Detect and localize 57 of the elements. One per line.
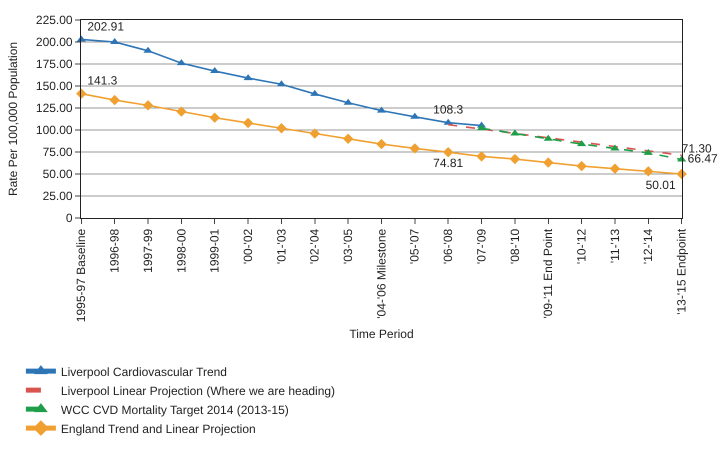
y-tick-label: 0 xyxy=(66,211,73,226)
x-tick-label: '04-'06 Milestone xyxy=(374,228,388,319)
y-tick-label: 50.00 xyxy=(42,167,73,182)
y-tick-label: 100.00 xyxy=(36,123,73,138)
x-tick-label: '10-'12 xyxy=(574,228,589,264)
x-tick-label: 1998-00 xyxy=(174,228,188,273)
x-tick-label: 1996-98 xyxy=(108,228,122,273)
point xyxy=(576,160,587,172)
point xyxy=(342,134,354,144)
data-label: 50.01 xyxy=(646,178,676,192)
y-tick-label: 150.00 xyxy=(36,79,73,94)
point xyxy=(109,94,120,106)
x-tick-label: 1995-97 Baseline xyxy=(74,228,88,322)
x-tick-label: '06-'08 xyxy=(441,228,456,264)
x-tick-label: '12-'14 xyxy=(641,228,656,264)
legend-label: Liverpool Linear Projection (Where we are heading) xyxy=(60,384,336,398)
data-label: 108.3 xyxy=(433,102,464,117)
data-label: 202.91 xyxy=(87,19,124,34)
x-tick-label: '07-'09 xyxy=(474,228,488,264)
y-tick-label: 175.00 xyxy=(36,57,73,72)
x-tick-label: 1997-99 xyxy=(140,228,155,273)
x-tick-label: '00-'02 xyxy=(240,228,255,264)
data-label: 74.81 xyxy=(433,156,464,170)
point xyxy=(543,157,554,168)
point xyxy=(610,164,620,174)
point xyxy=(176,106,187,117)
x-tick-label: '03-'05 xyxy=(341,228,356,264)
legend-label: WCC CVD Mortality Target 2014 (2013-15) xyxy=(60,402,289,417)
x-tick-label: '02-'04 xyxy=(308,228,322,264)
legend-label: England Trend and Linear Projection xyxy=(60,422,256,436)
y-tick-label: 75.00 xyxy=(42,145,73,160)
point xyxy=(276,123,287,134)
point xyxy=(410,143,420,154)
point xyxy=(210,112,220,123)
x-tick-label: '11-'13 xyxy=(608,228,622,264)
x-tick-label: 1999-01 xyxy=(208,228,222,273)
point xyxy=(142,100,154,111)
point xyxy=(476,151,487,162)
x-tick-label: '01-'03 xyxy=(274,228,288,264)
x-tick-label: '05-'07 xyxy=(408,228,422,264)
point xyxy=(376,138,387,150)
data-label: 141.3 xyxy=(87,74,118,88)
x-tick-label: '13-'15 Endpoint xyxy=(674,228,689,315)
y-tick-label: 125.00 xyxy=(36,101,73,116)
y-tick-label: 25.00 xyxy=(42,189,73,204)
point xyxy=(443,146,454,158)
x-axis-title: Time Period xyxy=(349,327,414,342)
point xyxy=(242,118,254,128)
point xyxy=(510,154,520,164)
legend-label: Liverpool Cardiovascular Trend xyxy=(60,364,227,379)
y-tick-label: 225.00 xyxy=(36,13,73,28)
y-axis-title: Rate Per 100,000 Population xyxy=(6,42,20,196)
point xyxy=(310,128,320,139)
x-tick-label: '09-'11 End Point xyxy=(541,228,556,319)
y-tick-label: 200.00 xyxy=(36,35,73,50)
point xyxy=(643,166,654,177)
x-tick-label: '08-'10 xyxy=(508,228,522,264)
